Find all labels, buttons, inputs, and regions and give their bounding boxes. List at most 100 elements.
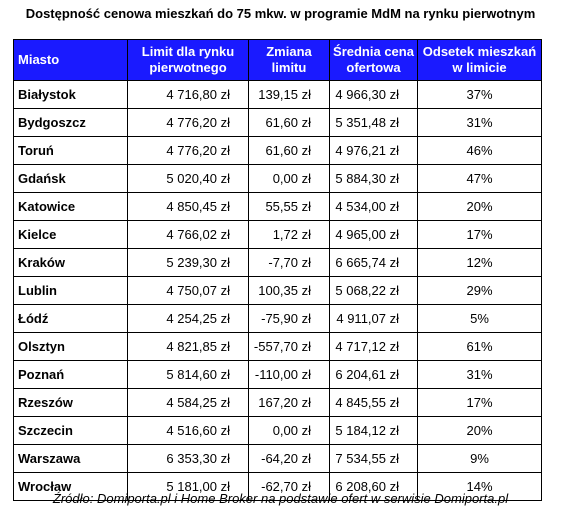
cell-share: 5% — [417, 304, 542, 333]
cell-city: Katowice — [13, 192, 128, 221]
cell-change: -64,20 zł — [248, 444, 330, 473]
cell-limit: 4 716,80 zł — [127, 80, 249, 109]
table-container: Miasto Limit dla rynku pierwotnego Zmian… — [13, 39, 542, 501]
cell-limit: 4 766,02 zł — [127, 220, 249, 249]
cell-share: 9% — [417, 444, 542, 473]
source-note: Źródło: Domiporta.pl i Home Broker na po… — [52, 491, 509, 506]
cell-avg-price: 6 208,60 zł — [329, 472, 418, 501]
cell-city: Wrocław — [13, 472, 128, 501]
table-row: Bydgoszcz 4 776,20 zł 61,60 zł 5 351,48 zł 3… — [13, 108, 542, 137]
cell-change: 100,35 zł — [248, 276, 330, 305]
cell-limit: 4 584,25 zł — [127, 388, 249, 417]
header-change: Zmiana limitu — [248, 39, 330, 81]
cell-city: Rzeszów — [13, 388, 128, 417]
cell-city: Kraków — [13, 248, 128, 277]
table-row: Katowice 4 850,45 zł 55,55 zł 4 534,00 zł 20… — [13, 192, 542, 221]
cell-avg-price: 5 884,30 zł — [329, 164, 418, 193]
table-row: Szczecin 4 516,60 zł 0,00 zł 5 184,12 zł 20% — [13, 416, 542, 445]
cell-city: Łódź — [13, 304, 128, 333]
cell-avg-price: 5 184,12 zł — [329, 416, 418, 445]
cell-avg-price: 4 534,00 zł — [329, 192, 418, 221]
page-title: Dostępność cenowa mieszkań do 75 mkw. w … — [25, 6, 536, 21]
cell-change: -75,90 zł — [248, 304, 330, 333]
cell-avg-price: 4 965,00 zł — [329, 220, 418, 249]
cell-limit: 5 239,30 zł — [127, 248, 249, 277]
cell-limit: 5 020,40 zł — [127, 164, 249, 193]
table-row: Kraków 5 239,30 zł -7,70 zł 6 665,74 zł 12% — [13, 248, 542, 277]
cell-city: Białystok — [13, 80, 128, 109]
table-row: Lublin 4 750,07 zł 100,35 zł 5 068,22 zł 29% — [13, 276, 542, 305]
cell-city: Warszawa — [13, 444, 128, 473]
cell-share: 29% — [417, 276, 542, 305]
cell-change: 61,60 zł — [248, 136, 330, 165]
cell-share: 17% — [417, 220, 542, 249]
table-row: Łódź 4 254,25 zł -75,90 zł 4 911,07 zł 5% — [13, 304, 542, 333]
cell-avg-price: 4 966,30 zł — [329, 80, 418, 109]
cell-avg-price: 4 845,55 zł — [329, 388, 418, 417]
cell-share: 61% — [417, 332, 542, 361]
cell-avg-price: 7 534,55 zł — [329, 444, 418, 473]
cell-limit: 4 750,07 zł — [127, 276, 249, 305]
table-row: Wrocław 5 181,00 zł -62,70 zł 6 208,60 zł 14… — [13, 472, 542, 501]
cell-limit: 4 821,85 zł — [127, 332, 249, 361]
table-row: Kielce 4 766,02 zł 1,72 zł 4 965,00 zł 17% — [13, 220, 542, 249]
cell-city: Gdańsk — [13, 164, 128, 193]
cell-share: 46% — [417, 136, 542, 165]
cell-limit: 6 353,30 zł — [127, 444, 249, 473]
cell-limit: 4 850,45 zł — [127, 192, 249, 221]
table-body: Białystok 4 716,80 zł 139,15 zł 4 966,30 zł… — [13, 80, 542, 501]
cell-share: 12% — [417, 248, 542, 277]
cell-avg-price: 6 204,61 zł — [329, 360, 418, 389]
cell-limit: 5 814,60 zł — [127, 360, 249, 389]
cell-change: 139,15 zł — [248, 80, 330, 109]
cell-limit: 5 181,00 zł — [127, 472, 249, 501]
cell-share: 37% — [417, 80, 542, 109]
cell-share: 31% — [417, 360, 542, 389]
cell-change: 1,72 zł — [248, 220, 330, 249]
cell-avg-price: 5 068,22 zł — [329, 276, 418, 305]
cell-change: 55,55 zł — [248, 192, 330, 221]
cell-change: 0,00 zł — [248, 164, 330, 193]
cell-share: 20% — [417, 416, 542, 445]
cell-limit: 4 776,20 zł — [127, 108, 249, 137]
cell-change: -557,70 zł — [248, 332, 330, 361]
cell-limit: 4 254,25 zł — [127, 304, 249, 333]
header-limit: Limit dla rynku pierwotnego — [127, 39, 249, 81]
cell-share: 31% — [417, 108, 542, 137]
header-avg-price: Średnia cena ofertowa — [329, 39, 418, 81]
table-row: Białystok 4 716,80 zł 139,15 zł 4 966,30 zł… — [13, 80, 542, 109]
cell-change: -7,70 zł — [248, 248, 330, 277]
header-row: Miasto Limit dla rynku pierwotnego Zmian… — [13, 39, 542, 81]
cell-city: Olsztyn — [13, 332, 128, 361]
cell-share: 20% — [417, 192, 542, 221]
cell-avg-price: 4 717,12 zł — [329, 332, 418, 361]
cell-avg-price: 5 351,48 zł — [329, 108, 418, 137]
cell-city: Poznań — [13, 360, 128, 389]
price-table: Miasto Limit dla rynku pierwotnego Zmian… — [13, 39, 542, 501]
cell-change: 61,60 zł — [248, 108, 330, 137]
table-row: Poznań 5 814,60 zł -110,00 zł 6 204,61 zł 31… — [13, 360, 542, 389]
cell-limit: 4 516,60 zł — [127, 416, 249, 445]
cell-share: 17% — [417, 388, 542, 417]
cell-change: 167,20 zł — [248, 388, 330, 417]
cell-city: Bydgoszcz — [13, 108, 128, 137]
table-row: Olsztyn 4 821,85 zł -557,70 zł 4 717,12 zł 6… — [13, 332, 542, 361]
header-city: Miasto — [13, 39, 128, 81]
table-row: Toruń 4 776,20 zł 61,60 zł 4 976,21 zł 46% — [13, 136, 542, 165]
table-row: Gdańsk 5 020,40 zł 0,00 zł 5 884,30 zł 47% — [13, 164, 542, 193]
cell-city: Kielce — [13, 220, 128, 249]
cell-avg-price: 6 665,74 zł — [329, 248, 418, 277]
cell-city: Szczecin — [13, 416, 128, 445]
cell-change: -110,00 zł — [248, 360, 330, 389]
cell-limit: 4 776,20 zł — [127, 136, 249, 165]
cell-change: 0,00 zł — [248, 416, 330, 445]
table-row: Warszawa 6 353,30 zł -64,20 zł 7 534,55 zł 9… — [13, 444, 542, 473]
header-share: Odsetek mieszkań w limicie — [417, 39, 542, 81]
cell-share: 14% — [417, 472, 542, 501]
table-row: Rzeszów 4 584,25 zł 167,20 zł 4 845,55 zł 17… — [13, 388, 542, 417]
cell-avg-price: 4 911,07 zł — [329, 304, 418, 333]
cell-city: Toruń — [13, 136, 128, 165]
cell-city: Lublin — [13, 276, 128, 305]
cell-avg-price: 4 976,21 zł — [329, 136, 418, 165]
cell-share: 47% — [417, 164, 542, 193]
